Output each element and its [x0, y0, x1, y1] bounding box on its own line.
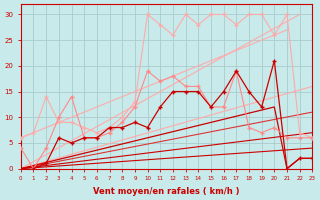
X-axis label: Vent moyen/en rafales ( km/h ): Vent moyen/en rafales ( km/h ) — [93, 187, 240, 196]
